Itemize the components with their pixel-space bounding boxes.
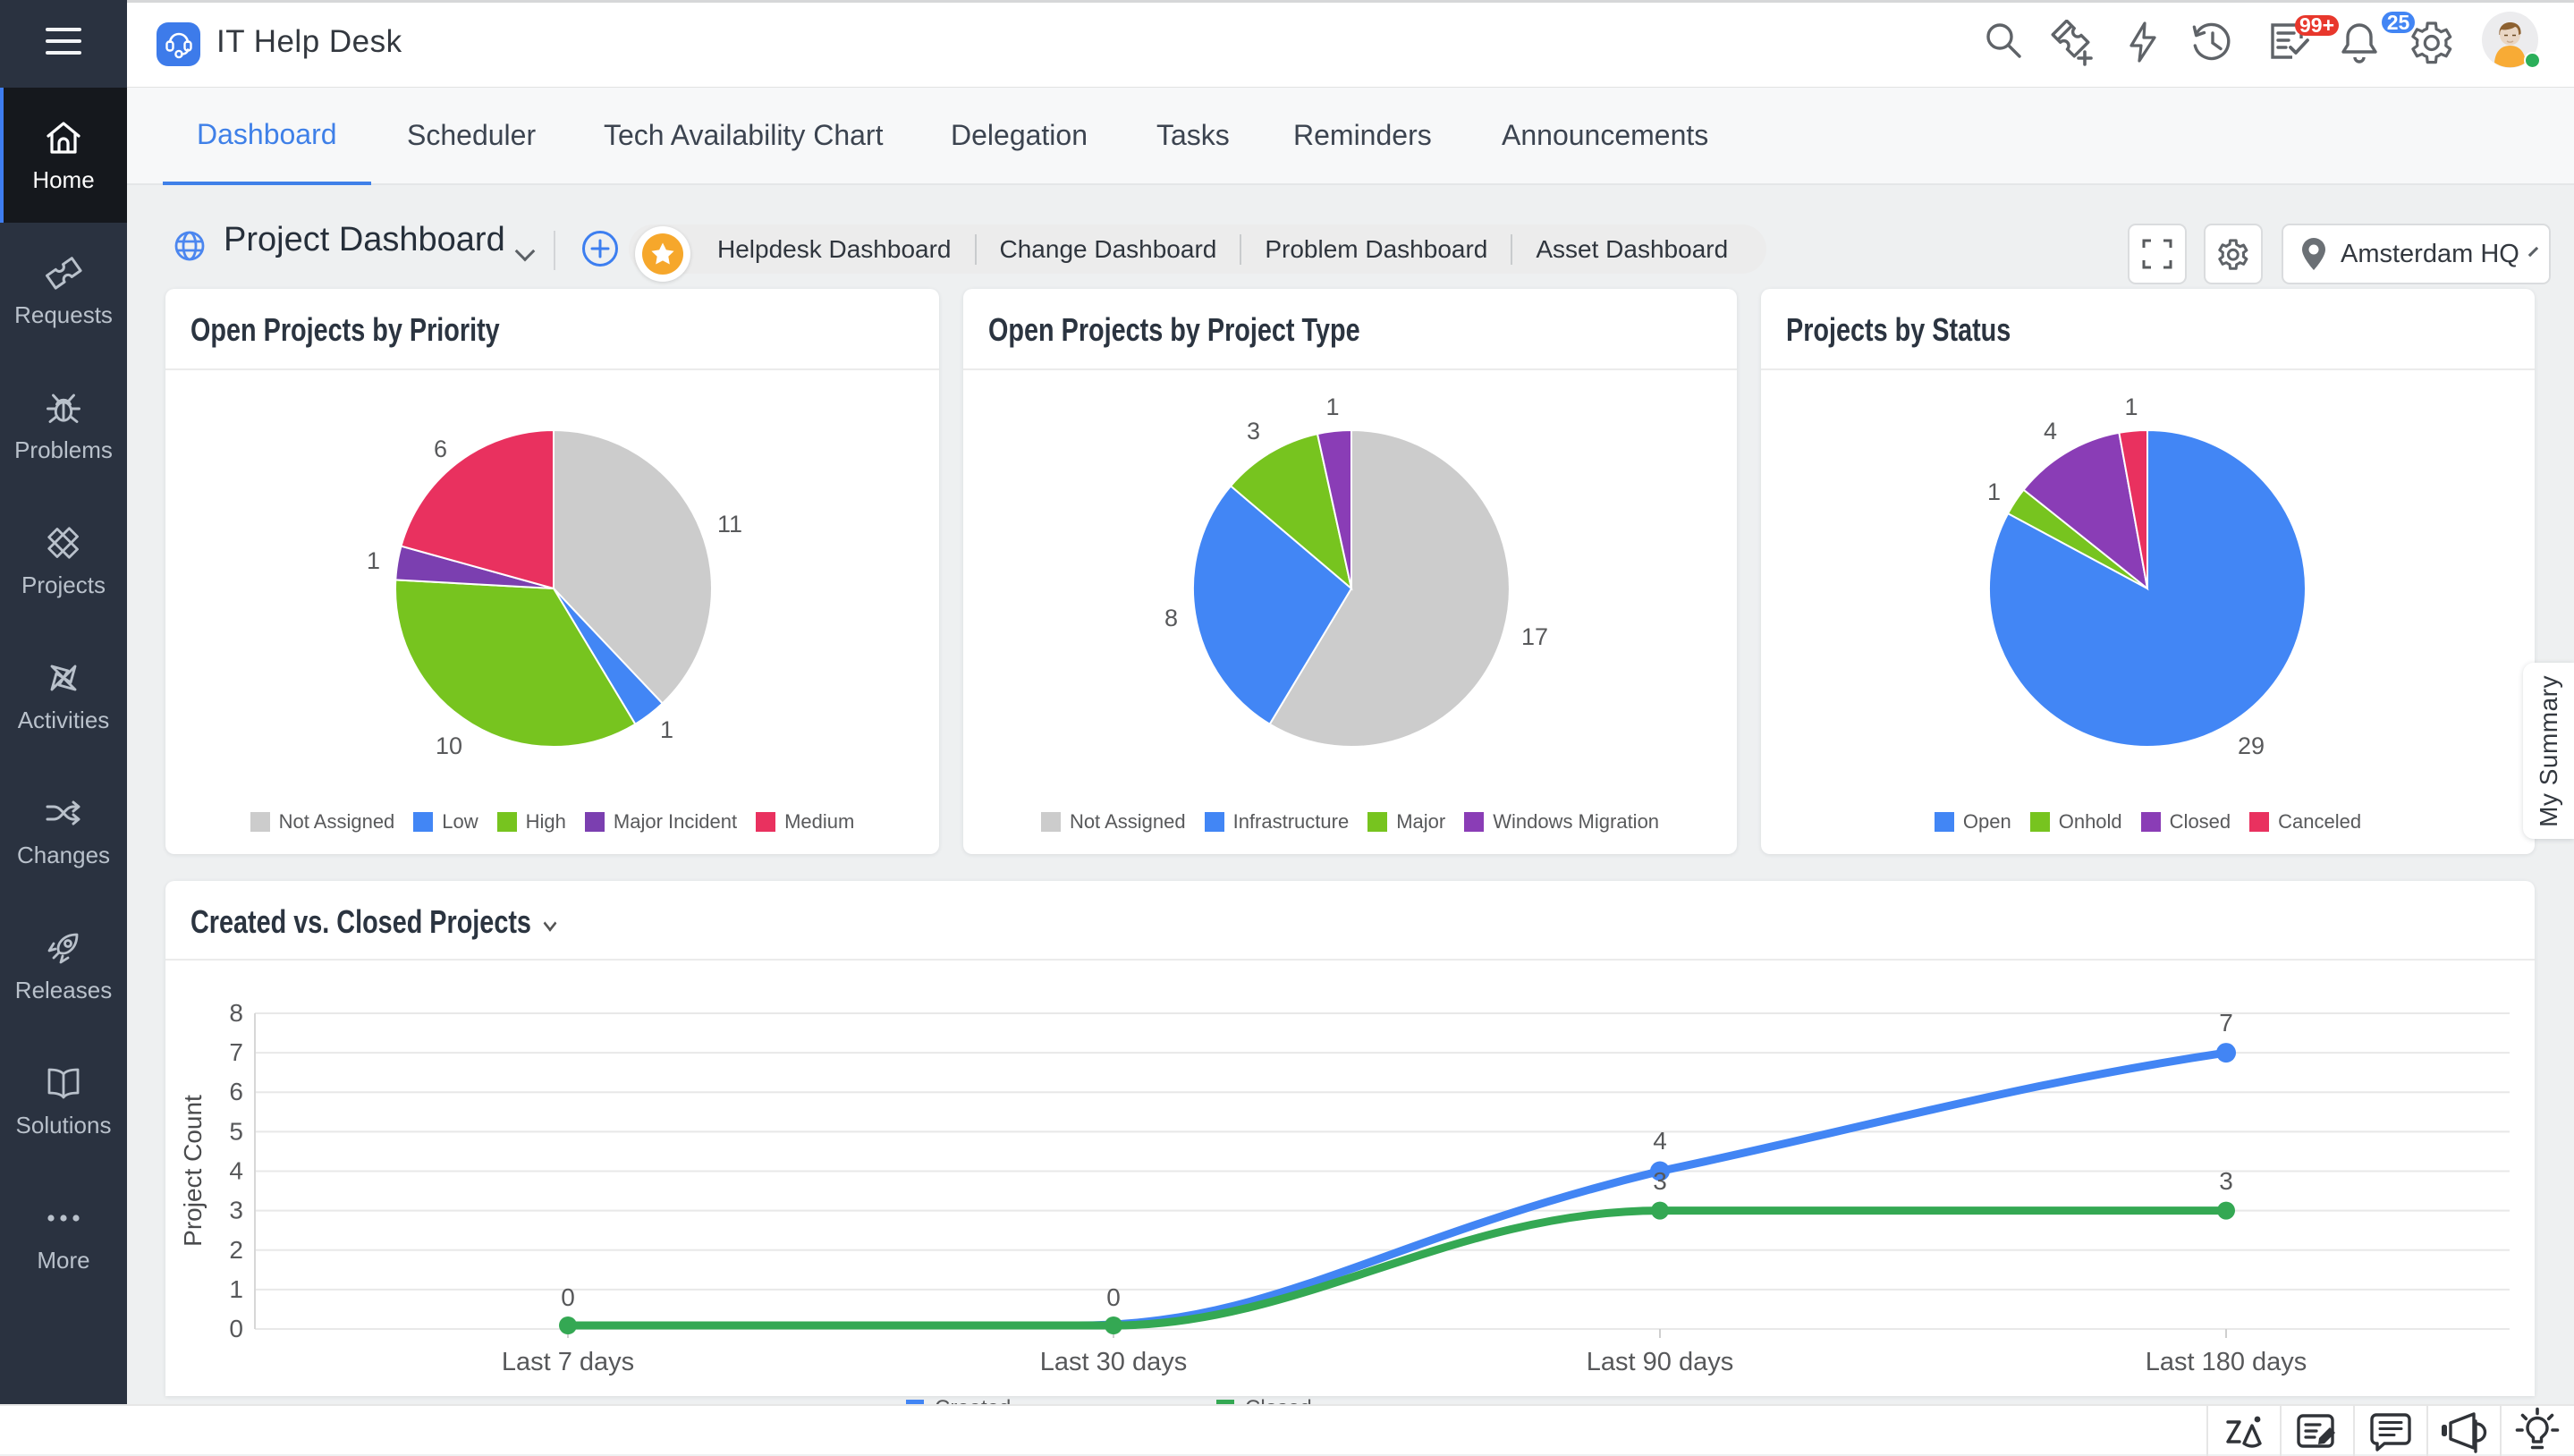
svg-text:Last 180 days: Last 180 days bbox=[2146, 1348, 2307, 1376]
svg-text:0: 0 bbox=[561, 1283, 575, 1311]
svg-text:0: 0 bbox=[229, 1315, 243, 1342]
svg-text:29: 29 bbox=[2238, 732, 2265, 759]
svg-text:3: 3 bbox=[1247, 418, 1260, 444]
svg-text:6: 6 bbox=[434, 436, 447, 462]
svg-text:17: 17 bbox=[1521, 623, 1548, 650]
svg-text:1: 1 bbox=[2124, 394, 2138, 420]
svg-text:5: 5 bbox=[229, 1117, 243, 1145]
svg-text:Last 90 days: Last 90 days bbox=[1587, 1348, 1733, 1376]
svg-text:3: 3 bbox=[2219, 1167, 2233, 1195]
svg-text:1: 1 bbox=[1987, 478, 2001, 505]
svg-text:6: 6 bbox=[229, 1078, 243, 1105]
svg-text:4: 4 bbox=[2044, 418, 2057, 444]
svg-text:0: 0 bbox=[1106, 1283, 1121, 1311]
svg-text:7: 7 bbox=[229, 1038, 243, 1066]
svg-text:2: 2 bbox=[229, 1236, 243, 1264]
svg-text:8: 8 bbox=[229, 999, 243, 1027]
svg-text:Last 7 days: Last 7 days bbox=[502, 1348, 634, 1376]
svg-text:10: 10 bbox=[436, 732, 462, 759]
svg-text:8: 8 bbox=[1164, 605, 1178, 631]
svg-text:3: 3 bbox=[229, 1197, 243, 1224]
svg-text:1: 1 bbox=[229, 1275, 243, 1303]
svg-text:4: 4 bbox=[229, 1157, 243, 1185]
svg-text:1: 1 bbox=[367, 547, 380, 574]
svg-text:11: 11 bbox=[717, 511, 742, 538]
svg-text:3: 3 bbox=[1653, 1167, 1667, 1195]
svg-text:Last 30 days: Last 30 days bbox=[1040, 1348, 1187, 1376]
svg-text:1: 1 bbox=[1325, 394, 1339, 420]
svg-text:7: 7 bbox=[2219, 1009, 2233, 1037]
svg-text:Project Count: Project Count bbox=[179, 1095, 207, 1247]
svg-text:1: 1 bbox=[660, 716, 673, 743]
svg-text:4: 4 bbox=[1653, 1127, 1667, 1155]
